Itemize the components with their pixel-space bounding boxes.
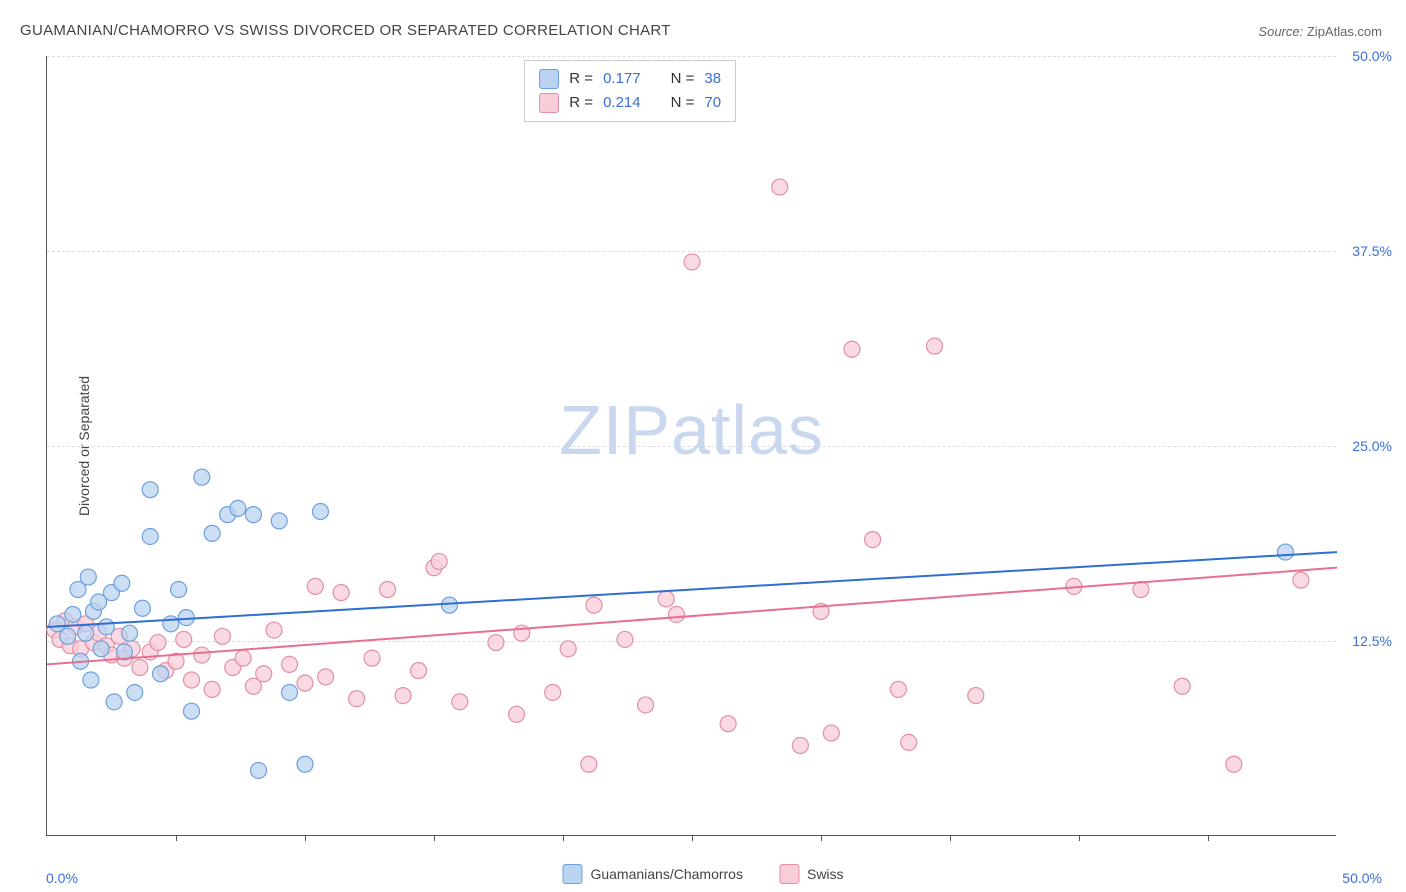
source-value: ZipAtlas.com <box>1307 24 1382 39</box>
source-attribution: Source: ZipAtlas.com <box>1258 24 1382 39</box>
stat-n-label: N = <box>671 67 695 91</box>
legend-label: Swiss <box>807 866 844 882</box>
x-tick <box>305 835 306 841</box>
plot-area: ZIPatlas R =0.177N =38R =0.214N =70 <box>46 56 1336 836</box>
x-tick <box>563 835 564 841</box>
chart-title: GUAMANIAN/CHAMORRO VS SWISS DIVORCED OR … <box>20 22 671 39</box>
stat-r-value: 0.214 <box>603 91 641 115</box>
stat-r-label: R = <box>569 91 593 115</box>
plot-svg <box>47 56 1336 835</box>
x-tick <box>1079 835 1080 841</box>
stat-n-value: 38 <box>704 67 721 91</box>
legend-item: Guamanians/Chamorros <box>562 864 743 884</box>
y-tick-label: 37.5% <box>1352 243 1392 259</box>
x-tick-label-max: 50.0% <box>1342 870 1382 886</box>
y-tick-label: 50.0% <box>1352 48 1392 64</box>
x-tick <box>176 835 177 841</box>
stat-r-value: 0.177 <box>603 67 641 91</box>
y-tick-label: 12.5% <box>1352 633 1392 649</box>
chart-container: GUAMANIAN/CHAMORRO VS SWISS DIVORCED OR … <box>0 0 1406 892</box>
legend-swatch <box>539 69 559 89</box>
x-tick-label-min: 0.0% <box>46 870 78 886</box>
x-tick <box>821 835 822 841</box>
legend-item: Swiss <box>779 864 844 884</box>
stat-n-label: N = <box>671 91 695 115</box>
y-tick-label: 25.0% <box>1352 438 1392 454</box>
stats-legend-box: R = 0.177 N = 38 R = 0.214 N = 70 <box>524 60 736 122</box>
legend-label: Guamanians/Chamorros <box>590 866 743 882</box>
source-label: Source: <box>1258 24 1303 39</box>
stats-row: R = 0.177 N = 38 <box>539 67 721 91</box>
legend-swatch <box>779 864 799 884</box>
stat-r-label: R = <box>569 67 593 91</box>
x-tick <box>692 835 693 841</box>
legend-swatch <box>539 93 559 113</box>
stats-row: R = 0.214 N = 70 <box>539 91 721 115</box>
stat-n-value: 70 <box>704 91 721 115</box>
legend-swatch <box>562 864 582 884</box>
x-tick <box>950 835 951 841</box>
x-tick <box>434 835 435 841</box>
bottom-legend: Guamanians/Chamorros Swiss <box>562 864 843 884</box>
x-tick <box>1208 835 1209 841</box>
